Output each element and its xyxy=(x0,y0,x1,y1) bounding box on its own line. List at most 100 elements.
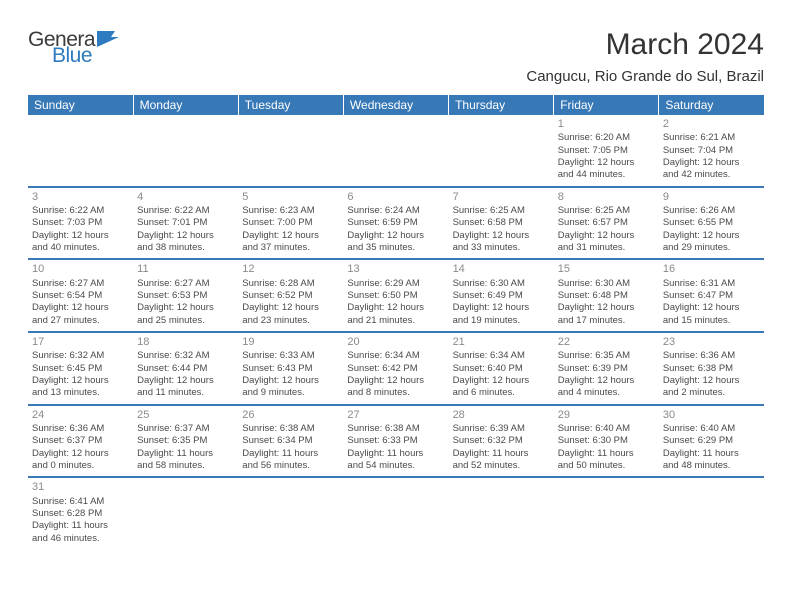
sunset-line: Sunset: 6:58 PM xyxy=(453,217,550,229)
day-number: 4 xyxy=(137,190,234,204)
sunset-line: Sunset: 6:29 PM xyxy=(663,435,760,447)
day-cell: 26Sunrise: 6:38 AMSunset: 6:34 PMDayligh… xyxy=(238,405,343,478)
day-cell: 27Sunrise: 6:38 AMSunset: 6:33 PMDayligh… xyxy=(343,405,448,478)
day-cell: 1Sunrise: 6:20 AMSunset: 7:05 PMDaylight… xyxy=(554,115,659,187)
week-row: 31Sunrise: 6:41 AMSunset: 6:28 PMDayligh… xyxy=(28,477,764,549)
sunset-line: Sunset: 6:37 PM xyxy=(32,435,129,447)
sunset-line: Sunset: 6:50 PM xyxy=(347,290,444,302)
sunrise-line: Sunrise: 6:30 AM xyxy=(453,278,550,290)
sunrise-line: Sunrise: 6:32 AM xyxy=(137,350,234,362)
sunset-line: Sunset: 6:32 PM xyxy=(453,435,550,447)
day-cell: 22Sunrise: 6:35 AMSunset: 6:39 PMDayligh… xyxy=(554,332,659,405)
day-cell: 2Sunrise: 6:21 AMSunset: 7:04 PMDaylight… xyxy=(659,115,764,187)
sunset-line: Sunset: 6:54 PM xyxy=(32,290,129,302)
day-number: 27 xyxy=(347,408,444,422)
sunset-line: Sunset: 7:03 PM xyxy=(32,217,129,229)
day-number: 6 xyxy=(347,190,444,204)
sunset-line: Sunset: 7:00 PM xyxy=(242,217,339,229)
sunset-line: Sunset: 6:28 PM xyxy=(32,508,129,520)
daylight-line: Daylight: 11 hours xyxy=(347,448,444,460)
daylight-line: Daylight: 11 hours xyxy=(32,520,129,532)
daylight-line: Daylight: 12 hours xyxy=(453,230,550,242)
daylight-line: Daylight: 11 hours xyxy=(242,448,339,460)
sunrise-line: Sunrise: 6:37 AM xyxy=(137,423,234,435)
daylight-line-2: and 8 minutes. xyxy=(347,387,444,399)
daylight-line: Daylight: 12 hours xyxy=(137,375,234,387)
day-number: 18 xyxy=(137,335,234,349)
daylight-line: Daylight: 11 hours xyxy=(663,448,760,460)
daylight-line-2: and 19 minutes. xyxy=(453,315,550,327)
day-cell: 16Sunrise: 6:31 AMSunset: 6:47 PMDayligh… xyxy=(659,259,764,332)
sunrise-line: Sunrise: 6:36 AM xyxy=(32,423,129,435)
daylight-line: Daylight: 12 hours xyxy=(558,230,655,242)
daylight-line: Daylight: 12 hours xyxy=(32,230,129,242)
empty-cell xyxy=(659,477,764,549)
day-number: 22 xyxy=(558,335,655,349)
sunrise-line: Sunrise: 6:30 AM xyxy=(558,278,655,290)
day-cell: 4Sunrise: 6:22 AMSunset: 7:01 PMDaylight… xyxy=(133,187,238,260)
empty-cell xyxy=(238,477,343,549)
sunrise-line: Sunrise: 6:27 AM xyxy=(32,278,129,290)
week-row: 10Sunrise: 6:27 AMSunset: 6:54 PMDayligh… xyxy=(28,259,764,332)
sunrise-line: Sunrise: 6:31 AM xyxy=(663,278,760,290)
day-number: 14 xyxy=(453,262,550,276)
logo-block: Genera Blue xyxy=(28,28,121,68)
daylight-line-2: and 21 minutes. xyxy=(347,315,444,327)
sunset-line: Sunset: 6:33 PM xyxy=(347,435,444,447)
sunset-line: Sunset: 6:52 PM xyxy=(242,290,339,302)
daylight-line: Daylight: 12 hours xyxy=(137,302,234,314)
day-number: 9 xyxy=(663,190,760,204)
day-cell: 5Sunrise: 6:23 AMSunset: 7:00 PMDaylight… xyxy=(238,187,343,260)
daylight-line: Daylight: 11 hours xyxy=(137,448,234,460)
day-number: 1 xyxy=(558,117,655,131)
sunrise-line: Sunrise: 6:40 AM xyxy=(558,423,655,435)
day-number: 5 xyxy=(242,190,339,204)
sunrise-line: Sunrise: 6:20 AM xyxy=(558,132,655,144)
sunrise-line: Sunrise: 6:33 AM xyxy=(242,350,339,362)
day-cell: 31Sunrise: 6:41 AMSunset: 6:28 PMDayligh… xyxy=(28,477,133,549)
day-cell: 11Sunrise: 6:27 AMSunset: 6:53 PMDayligh… xyxy=(133,259,238,332)
day-cell: 3Sunrise: 6:22 AMSunset: 7:03 PMDaylight… xyxy=(28,187,133,260)
daylight-line-2: and 54 minutes. xyxy=(347,460,444,472)
empty-cell xyxy=(554,477,659,549)
daylight-line-2: and 37 minutes. xyxy=(242,242,339,254)
day-number: 11 xyxy=(137,262,234,276)
day-header: Friday xyxy=(554,95,659,115)
day-number: 30 xyxy=(663,408,760,422)
daylight-line-2: and 23 minutes. xyxy=(242,315,339,327)
daylight-line-2: and 15 minutes. xyxy=(663,315,760,327)
daylight-line-2: and 40 minutes. xyxy=(32,242,129,254)
day-cell: 12Sunrise: 6:28 AMSunset: 6:52 PMDayligh… xyxy=(238,259,343,332)
sunset-line: Sunset: 6:53 PM xyxy=(137,290,234,302)
day-cell: 13Sunrise: 6:29 AMSunset: 6:50 PMDayligh… xyxy=(343,259,448,332)
sunset-line: Sunset: 6:59 PM xyxy=(347,217,444,229)
day-number: 12 xyxy=(242,262,339,276)
day-header: Saturday xyxy=(659,95,764,115)
daylight-line: Daylight: 12 hours xyxy=(32,375,129,387)
daylight-line: Daylight: 12 hours xyxy=(347,302,444,314)
page-title: March 2024 xyxy=(526,28,764,62)
day-cell: 30Sunrise: 6:40 AMSunset: 6:29 PMDayligh… xyxy=(659,405,764,478)
daylight-line-2: and 44 minutes. xyxy=(558,169,655,181)
sunrise-line: Sunrise: 6:34 AM xyxy=(347,350,444,362)
daylight-line-2: and 13 minutes. xyxy=(32,387,129,399)
day-number: 24 xyxy=(32,408,129,422)
day-cell: 29Sunrise: 6:40 AMSunset: 6:30 PMDayligh… xyxy=(554,405,659,478)
daylight-line-2: and 56 minutes. xyxy=(242,460,339,472)
sunset-line: Sunset: 6:44 PM xyxy=(137,363,234,375)
sunrise-line: Sunrise: 6:38 AM xyxy=(242,423,339,435)
daylight-line: Daylight: 12 hours xyxy=(663,230,760,242)
day-number: 7 xyxy=(453,190,550,204)
calendar-page: Genera Blue March 2024 Cangucu, Rio Gran… xyxy=(0,0,792,549)
sunrise-line: Sunrise: 6:40 AM xyxy=(663,423,760,435)
day-number: 29 xyxy=(558,408,655,422)
day-number: 8 xyxy=(558,190,655,204)
sunset-line: Sunset: 7:01 PM xyxy=(137,217,234,229)
sunset-line: Sunset: 6:47 PM xyxy=(663,290,760,302)
day-cell: 8Sunrise: 6:25 AMSunset: 6:57 PMDaylight… xyxy=(554,187,659,260)
day-number: 21 xyxy=(453,335,550,349)
day-header: Tuesday xyxy=(238,95,343,115)
day-number: 16 xyxy=(663,262,760,276)
sunset-line: Sunset: 6:30 PM xyxy=(558,435,655,447)
sunrise-line: Sunrise: 6:24 AM xyxy=(347,205,444,217)
